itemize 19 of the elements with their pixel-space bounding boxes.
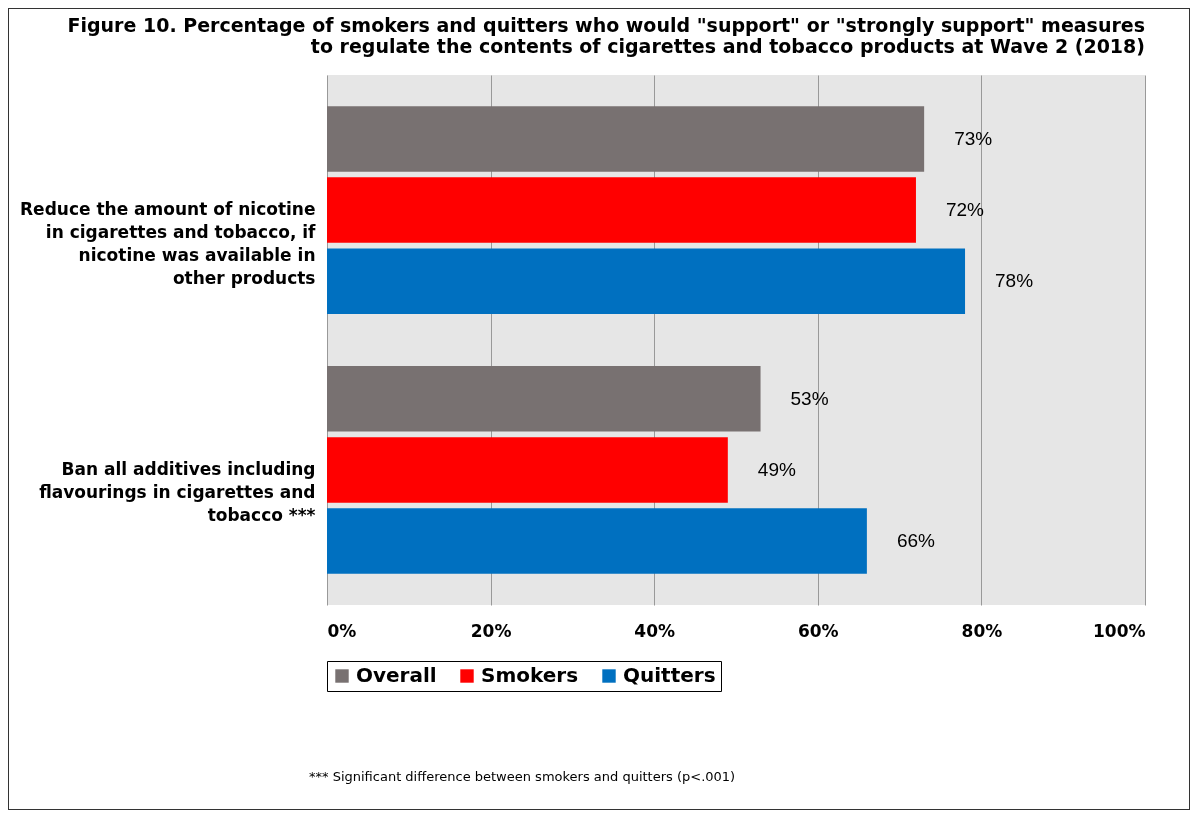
data-label: 66% [896, 530, 936, 552]
data-label: 78% [995, 270, 1034, 292]
legend-label: Quitters [623, 663, 716, 687]
x-tick-label: 0% [327, 620, 357, 641]
y-tick-label: Reduce the amount of nicotine in cigarettes and tobacco, if nicotine was available in other products [20, 199, 317, 289]
x-tick-label: 80% [961, 620, 1003, 641]
x-tick-label: 40% [634, 620, 676, 641]
legend-label: Smokers [481, 663, 579, 687]
data-label: 72% [945, 199, 985, 221]
data-label: 53% [790, 387, 829, 409]
data-label: 49% [757, 458, 796, 480]
x-tick-label: 20% [470, 620, 512, 641]
y-tick-label: Ban all additives including flavourings in cigarettes and tobacco *** [39, 458, 316, 525]
chart-title: Figure 10. Percentage of smokers and quitters who would "support" or "strongly support" measures to regulate the contents of cigarettes and tobacco products at Wave 2 (2018) [67, 14, 1145, 57]
x-tick-label: 100% [1092, 620, 1146, 641]
x-tick-label: 60% [797, 620, 839, 641]
data-label: 73% [954, 127, 993, 149]
legend-label: Overall [356, 663, 437, 687]
text: *** Significant difference between smokers and quitters (p<.001) [309, 769, 736, 784]
